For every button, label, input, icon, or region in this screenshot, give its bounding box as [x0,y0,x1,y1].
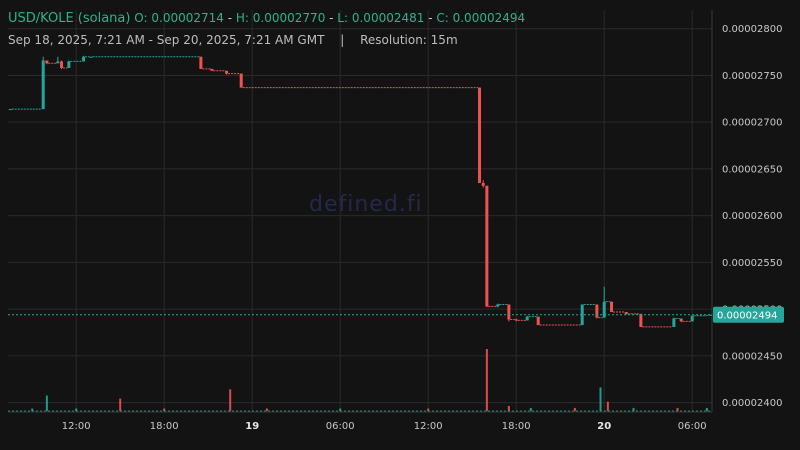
volume-bar [507,406,510,411]
candle-body [690,315,694,322]
candle-body [478,87,482,183]
high-label: H: [235,11,249,25]
time-range: Sep 18, 2025, 7:21 AM - Sep 20, 2025, 7:… [8,33,325,47]
pair-name: USD/KOLE (solana) [8,11,131,26]
volume-bar [45,395,48,411]
x-tick-label: 12:00 [62,421,91,432]
open-value: 0.00002714 [151,11,224,25]
candle-body [41,60,45,110]
y-tick-label: 0.00002650 [722,164,782,175]
volume-bar [485,349,488,411]
volume-bar [265,408,268,411]
y-tick-label: 0.00002450 [722,351,782,362]
candle-body [610,301,614,312]
low-value: 0.00002481 [351,11,425,25]
candle-body [481,182,485,186]
candle-body [60,61,64,68]
candle-body [45,60,49,64]
candle-body [67,61,71,68]
x-tick-label: 18:00 [150,421,179,432]
volume-bar [229,389,232,411]
y-tick-label: 0.00002750 [722,71,782,82]
candle-body [639,313,643,327]
candle-body [672,318,676,327]
volume-bar [573,407,576,411]
volume-bar [599,387,602,411]
x-tick-label: 20 [597,421,611,432]
resolution: Resolution: 15m [360,33,458,47]
candle-body [496,304,500,307]
candle-body [225,70,229,74]
candle-body [507,304,511,320]
last-price-tag [713,306,784,323]
candle-body [595,304,599,318]
chart-legend: USD/KOLE (solana) O: 0.00002714 - H: 0.0… [8,11,526,26]
x-tick-label: 18:00 [502,421,531,432]
x-tick-label: 06:00 [678,421,707,432]
candle-body [580,304,584,326]
candle-body [679,318,683,322]
y-tick-label: 0.00002550 [722,258,782,269]
chart-subtitle: Sep 18, 2025, 7:21 AM - Sep 20, 2025, 7:… [8,33,458,47]
y-tick-label: 0.00002400 [722,398,782,409]
candle-body [514,319,518,321]
candle-body [624,311,628,314]
volume-bar [529,407,532,411]
volume-bar [75,408,78,411]
candle-body [525,316,529,321]
y-tick-label: 0.00002800 [722,24,782,35]
separator: | [340,33,345,47]
candle-body [199,56,203,69]
volume-bar [606,401,609,411]
candle-body [89,56,93,58]
y-tick-label: 0.00002600 [722,211,782,222]
close-label: C: [436,11,449,25]
open-label: O: [134,11,148,25]
x-tick-label: 06:00 [326,421,355,432]
volume-bar [31,408,34,411]
volume-bar [676,407,679,411]
candle-body [239,73,243,88]
watermark: defined.fi [309,192,423,217]
volume-bar [632,407,635,411]
candle-body [536,316,540,326]
candle-body [56,61,60,64]
volume-bar [163,408,166,411]
x-tick-label: 19 [245,421,259,432]
candle-body [602,301,606,318]
candle-body [82,56,86,62]
high-value: 0.00002770 [252,11,326,25]
candle-body [485,185,489,307]
candle-body [210,68,214,71]
last-price-label: 0.00002494 [717,310,777,321]
candle-body [709,314,713,316]
candle-body [8,109,12,111]
y-tick-label: 0.00002700 [722,118,782,129]
low-label: L: [337,11,349,25]
close-value: 0.00002494 [452,11,526,25]
volume-bar [705,407,708,411]
volume-bar [339,408,342,411]
volume-bar [427,408,430,411]
x-tick-label: 12:00 [414,421,443,432]
volume-bar [119,398,122,411]
